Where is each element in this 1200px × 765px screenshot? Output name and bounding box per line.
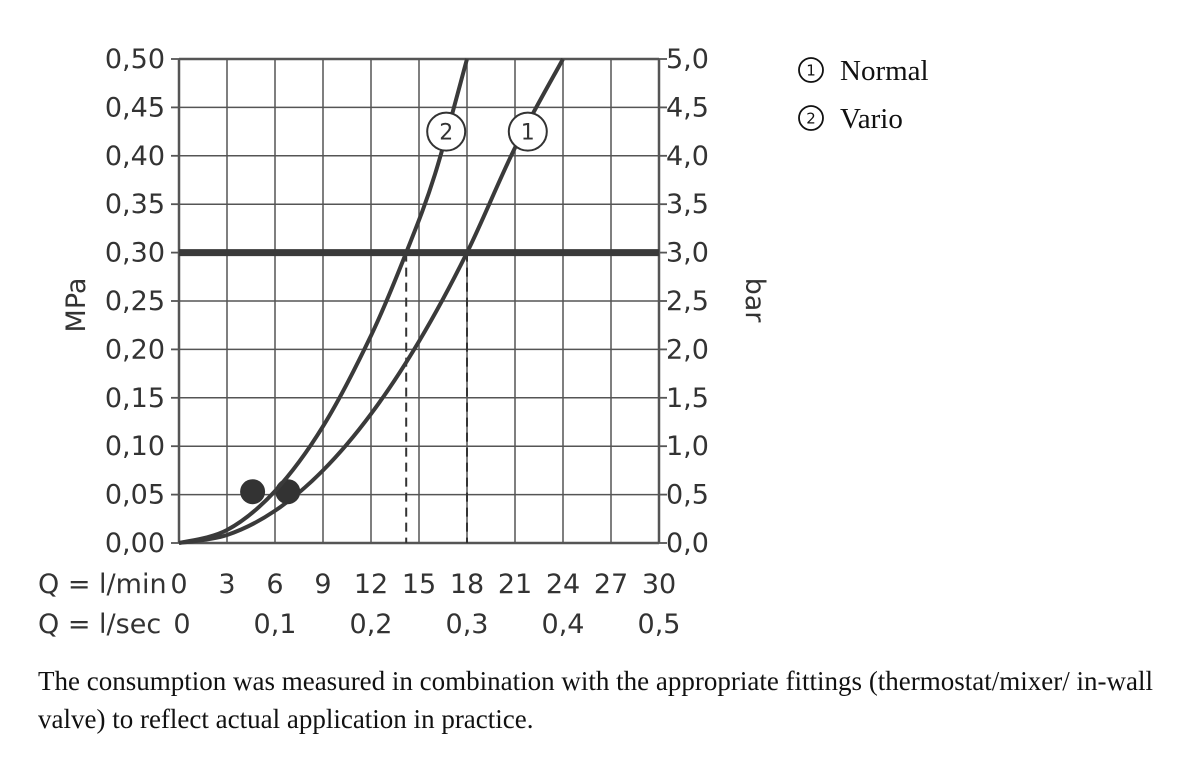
x-tick-label-lmin: 27 (594, 569, 628, 600)
y-tick-label-left: 0,45 (105, 92, 165, 123)
x-tick-label-lmin: 9 (314, 569, 331, 600)
legend-number-normal: 1 (806, 62, 816, 80)
series-layer: 12 (178, 58, 565, 545)
y-tick-label-left: 0,20 (105, 334, 165, 365)
y-tick-label-left: 0,00 (105, 528, 165, 559)
y-tick-label-right: 1,5 (666, 383, 709, 414)
grid (171, 57, 667, 545)
series-line-normal (178, 58, 565, 545)
y-tick-label-right: 3,5 (666, 189, 709, 220)
y-tick-label-left: 0,35 (105, 189, 165, 220)
y-tick-label-left: 0,10 (105, 431, 165, 462)
x-tick-label-lmin: 15 (402, 569, 436, 600)
y-tick-label-right: 5,0 (666, 44, 709, 75)
legend-item-normal: 1 Normal (798, 55, 929, 87)
x-tick-label-lsec: 0,2 (350, 609, 393, 640)
series-marker-circle-vario (426, 111, 467, 152)
series-marker-label-normal: 1 (521, 121, 535, 146)
x-tick-label-lmin: 3 (218, 569, 235, 600)
y-tick-label-left: 0,50 (105, 44, 165, 75)
legend-label-normal: Normal (840, 55, 929, 87)
legend-marker-vario (798, 105, 824, 131)
series-marker-label-vario: 2 (439, 121, 453, 146)
x-tick-label-lmin: 0 (170, 569, 187, 600)
drop-lines (405, 252, 468, 543)
series-line-vario (178, 58, 469, 545)
y-axis-title-left: MPa (61, 278, 92, 333)
legend-label-vario: Vario (840, 103, 903, 135)
pressure-flow-chart: 12 0,000,050,100,150,200,250,300,350,400… (38, 44, 929, 640)
x-tick-label-lsec: 0,4 (542, 609, 585, 640)
y-tick-label-right: 2,5 (666, 286, 709, 317)
x-tick-label-lsec: 0,5 (638, 609, 681, 640)
x-tick-label-lmin: 12 (354, 569, 388, 600)
y-tick-label-left: 0,25 (105, 286, 165, 317)
y-tick-label-right: 2,0 (666, 334, 709, 365)
x-tick-label-lmin: 30 (642, 569, 676, 600)
y-tick-label-right: 4,0 (666, 141, 709, 172)
x-tick-label-lmin: 6 (266, 569, 283, 600)
x-tick-label-lmin: 21 (498, 569, 532, 600)
y-tick-label-right: 0,0 (666, 528, 709, 559)
legend-item-vario: 2 Vario (798, 103, 903, 135)
y-axis-title-right: bar (739, 278, 770, 324)
y-tick-label-left: 0,15 (105, 383, 165, 414)
axis-titles: MPa bar (61, 278, 770, 333)
x-tick-label-lsec: 0 (173, 609, 190, 640)
x-tick-label-lmin: 24 (546, 569, 580, 600)
y-tick-label-right: 1,0 (666, 431, 709, 462)
legend: 1 Normal 2 Vario (798, 55, 929, 135)
x-tick-label-lsec: 0,3 (446, 609, 489, 640)
x-axis-title-lsec: Q = l/sec (38, 609, 161, 640)
y-tick-label-right: 0,5 (666, 480, 709, 511)
y-tick-label-left: 0,30 (105, 238, 165, 269)
min-flow-point-vario (240, 479, 266, 505)
y-tick-label-right: 4,5 (666, 92, 709, 123)
y-tick-label-right: 3,0 (666, 238, 709, 269)
x-tick-label-lmin: 18 (450, 569, 484, 600)
y-tick-label-left: 0,05 (105, 480, 165, 511)
tick-labels: 0,000,050,100,150,200,250,300,350,400,45… (38, 44, 709, 640)
x-axis-title-lmin: Q = l/min (38, 569, 167, 600)
x-tick-label-lsec: 0,1 (254, 609, 297, 640)
legend-marker-normal (798, 57, 824, 83)
series-marker-circle-normal (507, 111, 548, 152)
min-flow-point-normal (275, 479, 301, 505)
legend-number-vario: 2 (806, 110, 816, 128)
y-tick-label-left: 0,40 (105, 141, 165, 172)
chart-caption: The consumption was measured in combinat… (38, 666, 1153, 734)
